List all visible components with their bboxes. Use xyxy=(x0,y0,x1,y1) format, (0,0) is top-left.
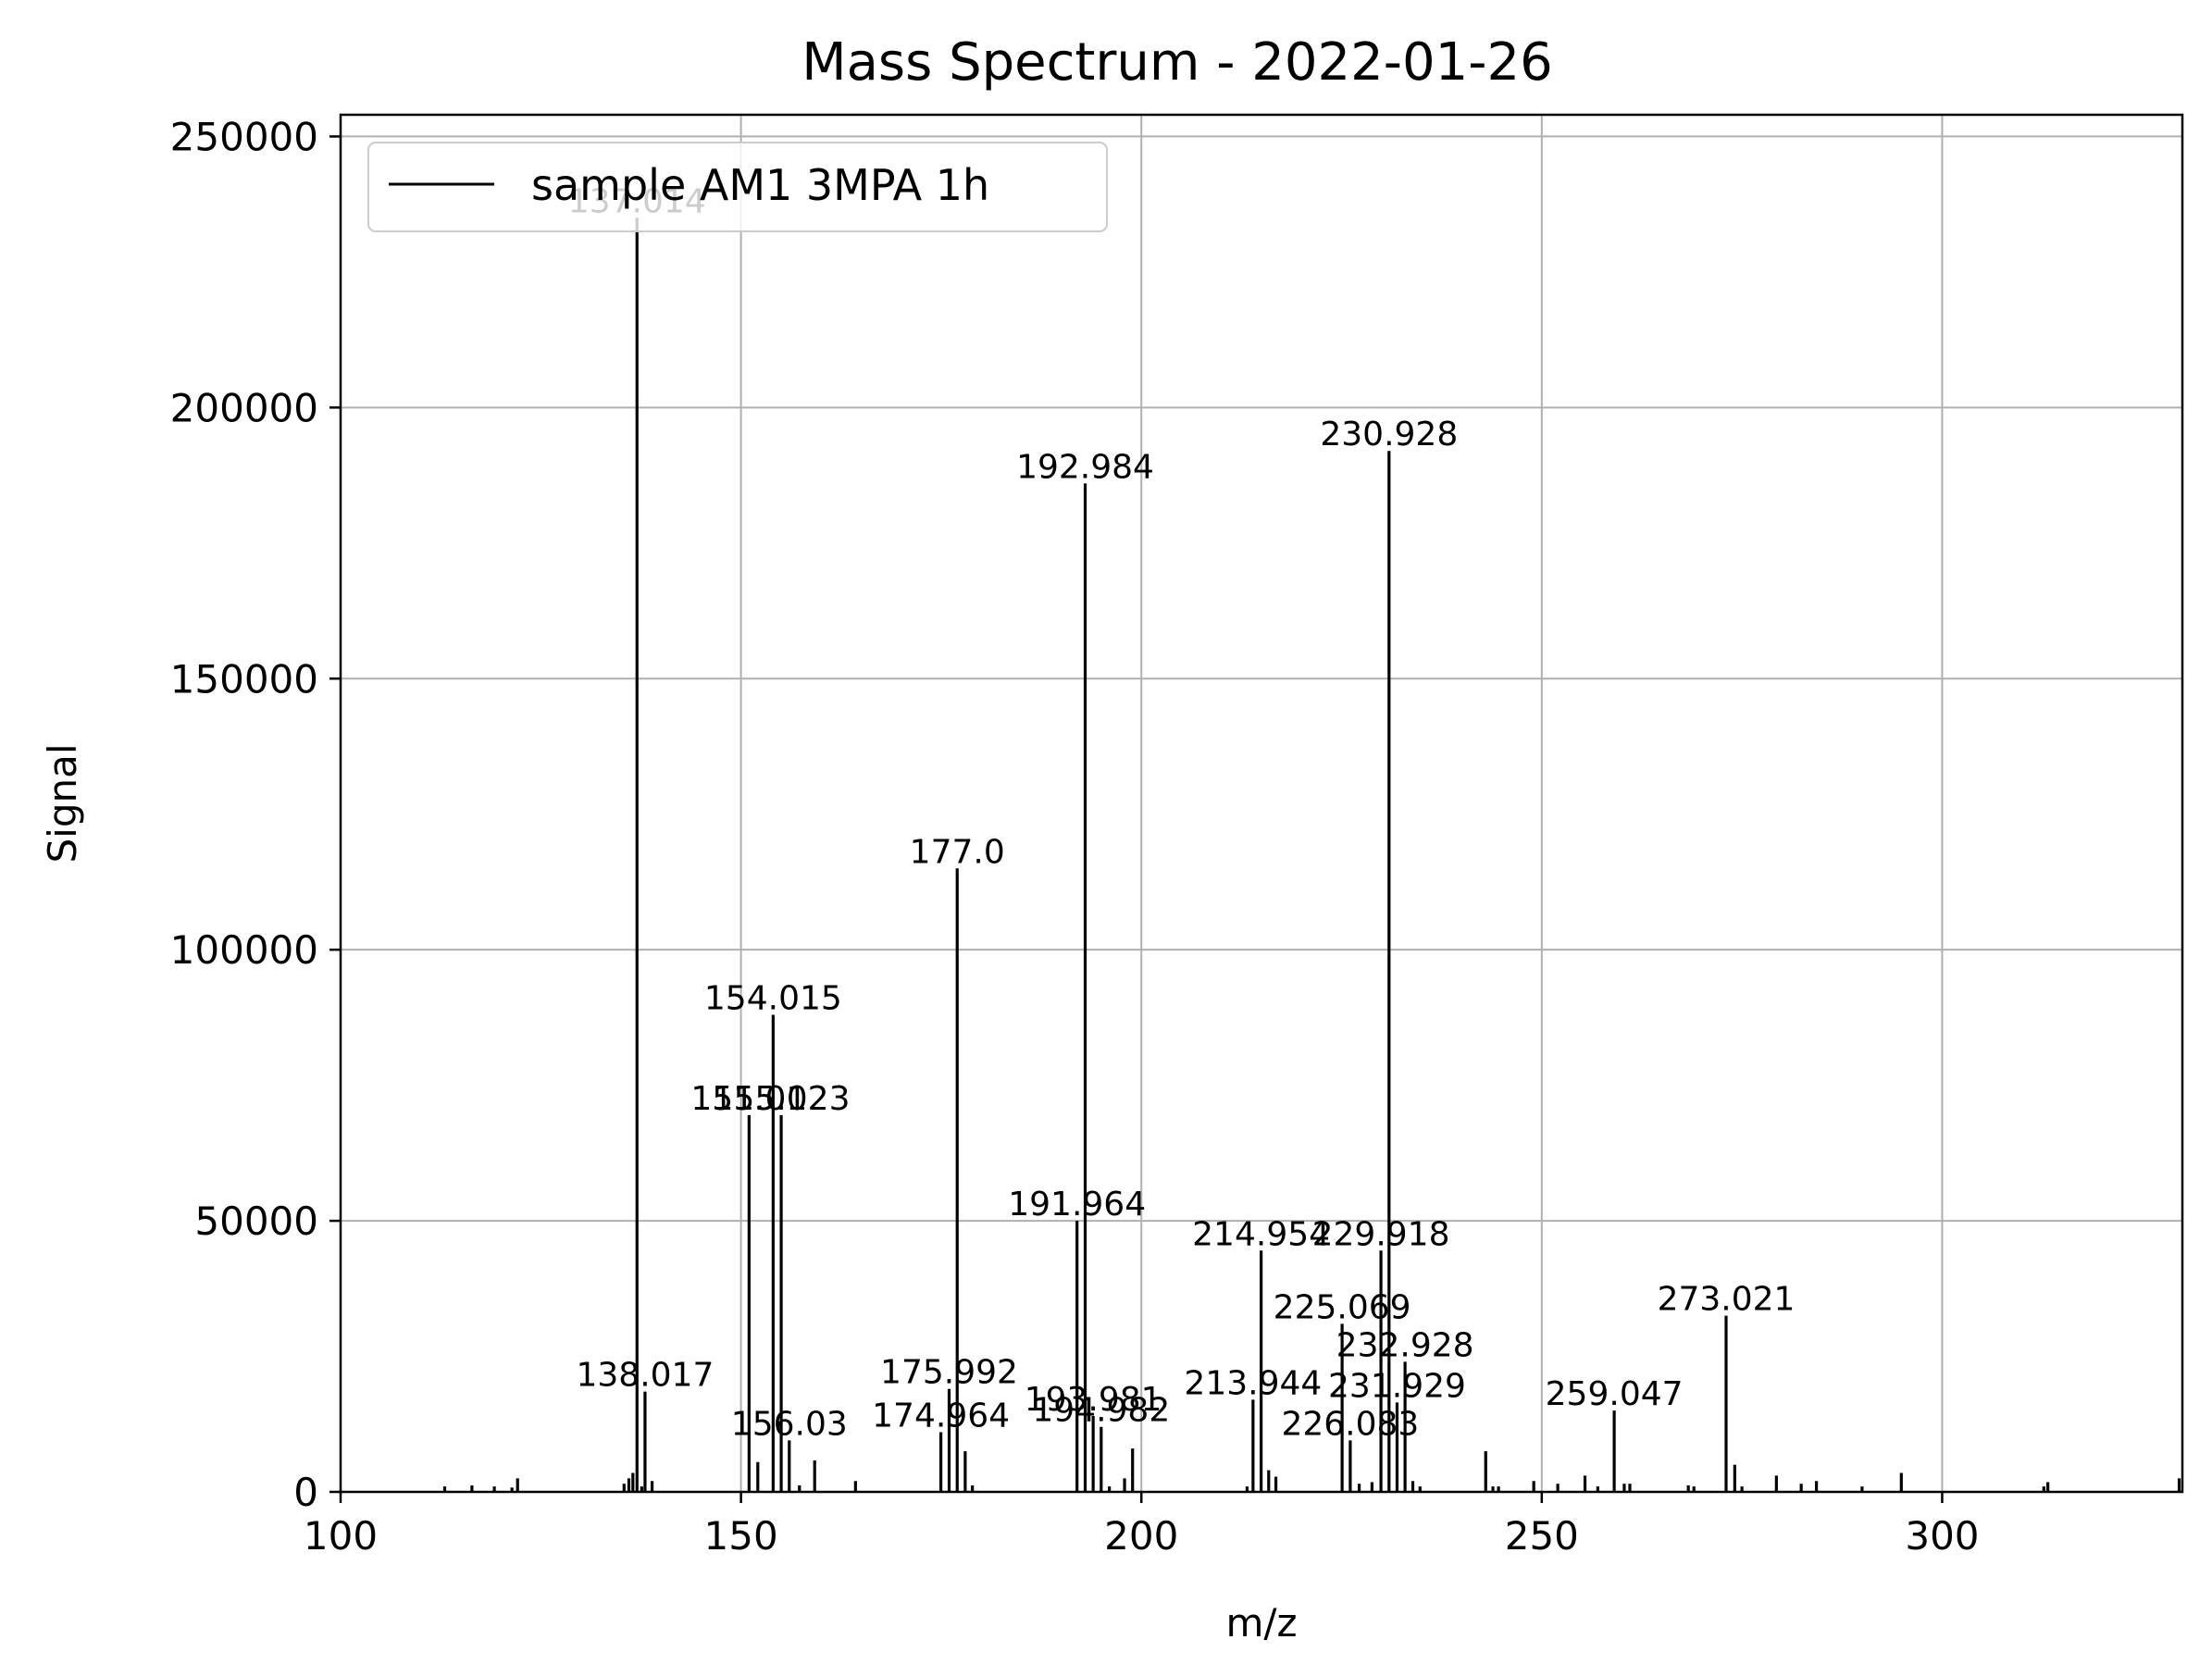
peak-label: 174.964 xyxy=(872,1398,1010,1435)
ticks-layer: 100 150 200 250 300 0 50000 100000 150000 200000 2… xyxy=(170,114,1980,1559)
y-tick-label: 200000 xyxy=(170,385,318,430)
plot-frame xyxy=(339,113,2184,1494)
x-tick-label: 200 xyxy=(1104,1513,1178,1559)
peak-label: 230.928 xyxy=(1320,416,1458,453)
peak-label: 151.01 xyxy=(690,1080,807,1118)
legend: sample AM1 3MPA 1h xyxy=(367,142,1108,232)
chart-title: Mass Spectrum - 2022-01-26 xyxy=(802,32,1552,93)
peak-label: 231.929 xyxy=(1328,1367,1466,1405)
y-tick-label: 250000 xyxy=(170,114,318,159)
x-axis-label: m/z xyxy=(1225,1600,1297,1646)
peak-label: 138.017 xyxy=(576,1357,714,1395)
peak-label: 273.021 xyxy=(1658,1281,1796,1319)
peak-label: 214.954 xyxy=(1192,1215,1330,1253)
y-tick-label: 50000 xyxy=(194,1199,318,1244)
y-tick-label: 150000 xyxy=(170,656,318,702)
peak-label: 232.928 xyxy=(1336,1326,1474,1364)
peak-label: 225.069 xyxy=(1274,1288,1411,1326)
y-tick-label: 0 xyxy=(293,1470,318,1515)
x-tick-label: 300 xyxy=(1905,1513,1979,1559)
peak-label: 191.964 xyxy=(1008,1186,1146,1224)
peak-label: 259.047 xyxy=(1546,1375,1684,1413)
x-tick-label: 150 xyxy=(704,1513,778,1559)
peak-label: 175.992 xyxy=(880,1354,1018,1392)
peak-label: 155.023 xyxy=(713,1080,851,1118)
legend-box xyxy=(367,142,1108,232)
legend-series-label: sample AM1 3MPA 1h xyxy=(531,160,989,210)
grid-layer xyxy=(340,115,2182,1493)
peak-labels-layer: 137.014138.017151.01154.015155.023156.03… xyxy=(568,182,1796,1443)
y-axis-label: Signal xyxy=(40,743,85,863)
peak-label: 192.984 xyxy=(1016,448,1154,486)
x-tick-label: 100 xyxy=(304,1513,378,1559)
peak-label: 193.981 xyxy=(1025,1381,1162,1419)
peak-label: 177.0 xyxy=(910,833,1005,871)
peak-label: 213.944 xyxy=(1184,1364,1322,1402)
peak-label: 229.918 xyxy=(1312,1215,1450,1253)
peaks-layer xyxy=(442,217,2181,1492)
peak-label: 154.015 xyxy=(704,979,842,1017)
peak-label: 226.083 xyxy=(1281,1405,1419,1443)
peak-label: 156.03 xyxy=(731,1405,848,1443)
peak-label: 194.982 xyxy=(1032,1392,1170,1430)
x-tick-label: 250 xyxy=(1505,1513,1579,1559)
y-tick-label: 100000 xyxy=(170,927,318,973)
